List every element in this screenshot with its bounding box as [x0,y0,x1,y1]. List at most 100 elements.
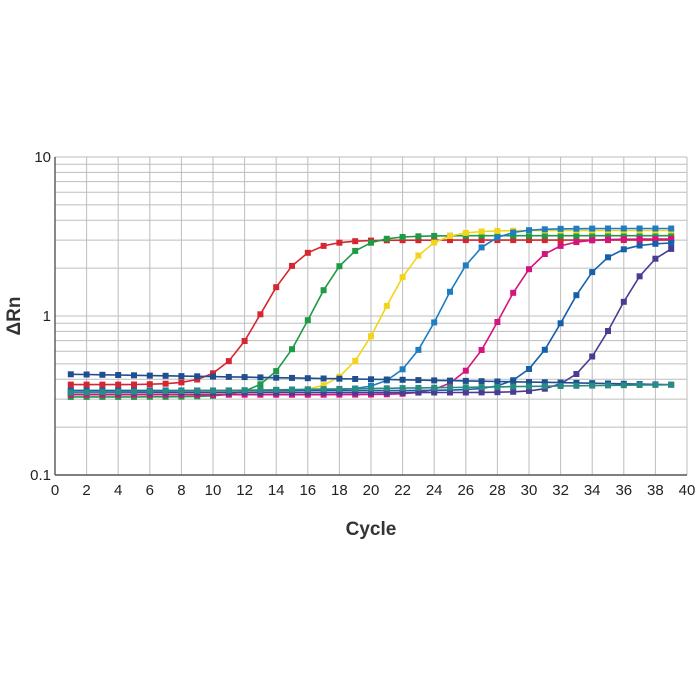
data-point [636,232,643,239]
data-point [573,371,580,377]
data-point [83,381,90,388]
data-point [225,358,232,365]
data-point [99,381,106,388]
axes [54,157,687,476]
data-point [462,384,469,391]
data-point [620,246,627,253]
data-point [541,251,548,257]
data-point [478,244,485,251]
data-point [589,225,596,232]
x-tick-label: 8 [177,482,185,499]
data-point [510,388,517,395]
data-point [83,389,90,396]
data-point [415,237,422,244]
data-point [304,375,311,382]
data-point [462,237,469,244]
data-point [352,238,359,245]
data-point [368,239,374,246]
x-tick-label: 4 [114,482,122,499]
data-point [478,389,485,396]
data-point [557,237,564,244]
data-point [541,237,548,244]
x-tick-label: 30 [521,482,538,499]
series-9 [67,381,675,396]
y-tick-label: 1 [43,308,51,325]
data-point [352,385,359,392]
data-point [146,381,153,388]
data-point [241,374,248,381]
data-point [99,371,106,378]
data-point [494,383,501,390]
data-point [399,389,406,396]
data-point [652,236,659,242]
data-point [462,377,469,384]
data-point [225,387,232,394]
data-point [415,252,422,259]
data-point [526,232,532,239]
data-point [399,234,406,240]
data-point [320,287,327,294]
series-layer [67,225,675,400]
data-point [668,381,675,388]
data-point [620,298,627,305]
data-point [668,236,675,242]
data-point [478,228,485,235]
data-point [573,232,580,239]
data-point [494,227,501,234]
data-point [415,233,422,240]
data-point [605,254,611,261]
data-point [273,368,280,375]
data-point [620,236,627,243]
data-point [99,389,106,396]
data-point [115,381,122,388]
data-point [273,386,280,393]
data-point [557,320,564,327]
data-point [478,232,485,239]
data-point [241,338,248,344]
data-point [320,389,327,396]
data-point [620,232,627,239]
data-point [605,382,611,389]
data-point [668,240,675,246]
y-tick-label: 0.1 [30,467,51,484]
x-tick-label: 10 [205,482,222,499]
x-tick-label: 14 [268,482,285,499]
data-point [257,374,264,381]
data-point [383,302,390,309]
data-point [431,384,438,391]
data-point [589,353,596,360]
x-tick-label: 36 [615,482,632,499]
data-point [336,239,343,246]
data-point [162,372,169,379]
data-point [589,269,596,276]
data-point [636,225,643,232]
data-point [526,366,532,372]
data-point [557,232,564,239]
data-point [636,273,643,280]
data-point [115,388,122,395]
data-point [478,347,485,353]
data-point [336,375,343,382]
data-point [273,284,280,291]
data-point [557,383,564,389]
data-point [131,372,137,379]
data-point [352,247,359,254]
data-point [67,389,74,396]
x-tick-label: 18 [331,482,348,499]
data-point [146,388,153,395]
data-point [352,389,359,396]
data-point [115,372,122,378]
y-tick-label: 10 [34,149,51,166]
data-point [494,378,501,385]
data-point [526,237,532,244]
data-point [447,384,453,391]
x-tick-label: 40 [679,482,696,499]
data-point [573,239,580,246]
data-point [636,382,643,388]
data-point [131,381,137,388]
data-point [399,274,406,281]
data-point [399,366,406,373]
data-point [652,255,659,262]
data-point [289,346,295,353]
data-point [194,387,201,394]
